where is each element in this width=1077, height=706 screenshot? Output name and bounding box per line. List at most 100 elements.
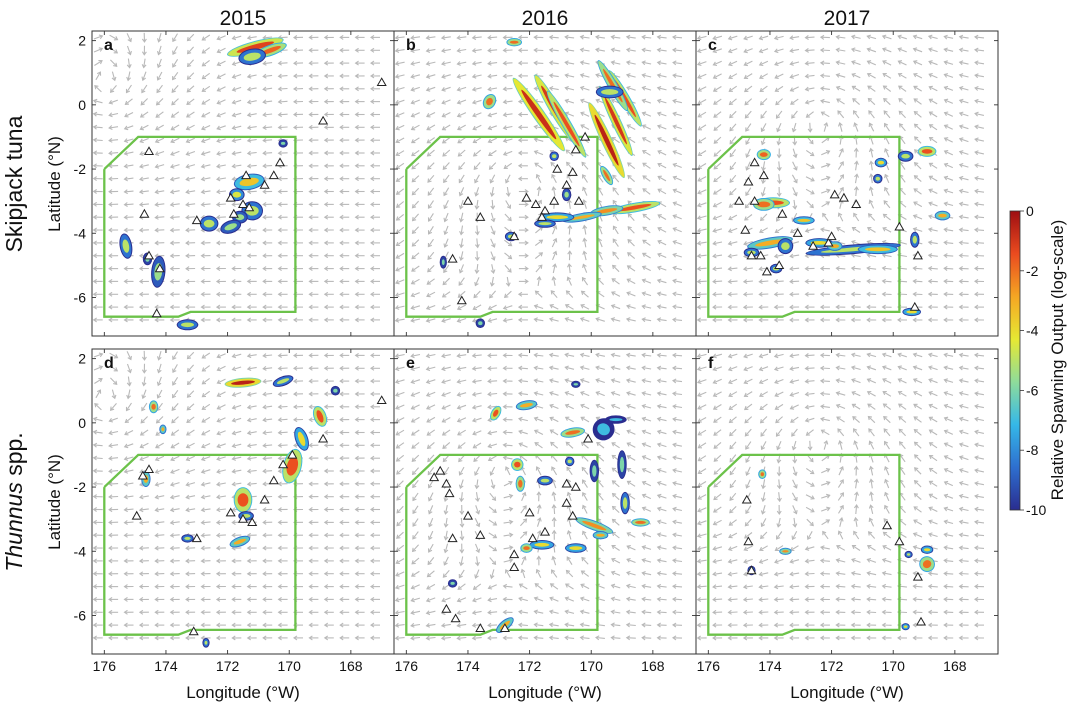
current-arrow (565, 597, 575, 602)
current-arrow-head (898, 123, 904, 128)
current-arrow (457, 36, 467, 39)
current-arrow-head (626, 304, 631, 309)
current-arrow-head (974, 73, 979, 79)
current-arrow (476, 225, 479, 235)
current-arrow-head (216, 112, 221, 118)
current-arrow-head (354, 404, 359, 410)
current-arrow-head (308, 391, 313, 397)
current-arrow-head (912, 214, 918, 219)
spawning-patch (546, 215, 569, 220)
current-arrow-head (185, 469, 191, 474)
current-arrow (867, 73, 876, 79)
current-arrow-head (457, 431, 462, 436)
current-arrow-head (825, 201, 831, 206)
current-arrow-head (370, 430, 375, 435)
current-arrow-head (551, 569, 556, 574)
current-arrow (427, 187, 435, 196)
current-arrow-head (293, 635, 298, 641)
current-arrow-head (215, 227, 221, 233)
current-arrow (124, 430, 134, 435)
current-arrow (642, 279, 652, 284)
current-arrow-head (883, 97, 888, 103)
current-arrow (580, 48, 590, 52)
current-arrow-head (471, 35, 477, 41)
spawning-patch (231, 380, 255, 385)
current-arrow-head (92, 266, 98, 272)
current-arrow-head (535, 173, 541, 179)
current-arrow-head (323, 112, 329, 117)
current-arrow-head (231, 609, 236, 615)
current-arrow (201, 111, 211, 118)
current-arrow (944, 61, 954, 65)
current-arrow (611, 304, 621, 310)
current-arrow (913, 60, 923, 66)
current-arrow-head (508, 493, 514, 499)
current-arrow (713, 378, 722, 384)
current-arrow (580, 379, 590, 384)
current-arrow (395, 366, 405, 370)
spawning-patch (564, 191, 569, 198)
current-arrow-head (123, 163, 129, 169)
current-arrow-head (123, 609, 128, 615)
current-arrow-head (533, 378, 538, 384)
current-arrow-head (518, 609, 523, 615)
current-arrow (657, 74, 667, 78)
current-arrow-head (216, 456, 221, 462)
current-arrow-head (216, 353, 221, 359)
current-arrow-head (672, 304, 677, 310)
current-arrow-head (277, 494, 282, 500)
current-arrow-head (491, 230, 496, 236)
current-arrow (626, 598, 636, 601)
triangle-marker (274, 157, 286, 167)
current-arrow-head (489, 294, 494, 299)
current-arrow-head (552, 224, 558, 230)
current-arrow (959, 112, 969, 117)
column-title-2017: 2017 (824, 7, 871, 30)
current-arrow-head (216, 366, 221, 372)
current-arrow-head (428, 510, 433, 515)
current-arrow (565, 36, 575, 39)
spawning-patch (565, 430, 581, 435)
current-arrow (697, 379, 707, 384)
current-arrow (444, 225, 449, 235)
current-arrow-head (185, 126, 191, 131)
current-arrow-head (123, 481, 129, 487)
current-arrow-head (123, 635, 128, 641)
current-arrow-head (595, 378, 600, 383)
current-arrow-head (394, 35, 400, 41)
current-arrow-head (231, 74, 237, 79)
current-arrow (459, 479, 464, 489)
current-arrow-head (820, 98, 825, 104)
current-arrow (428, 200, 434, 209)
spawning-patch (567, 459, 572, 464)
current-arrow (490, 238, 495, 248)
current-arrow-head (231, 87, 237, 92)
current-arrow (491, 187, 494, 197)
current-arrow-head (412, 496, 417, 502)
current-arrow-head (517, 317, 523, 323)
current-arrow-head (370, 227, 375, 233)
current-arrow-head (354, 545, 359, 551)
current-arrow (743, 35, 753, 40)
current-arrow-head (471, 99, 477, 105)
current-arrow (426, 36, 436, 39)
current-arrow-head (200, 558, 205, 564)
current-arrow-head (108, 304, 113, 310)
current-arrow-head (611, 291, 616, 296)
current-arrow (263, 380, 273, 383)
current-arrow-head (758, 291, 763, 297)
current-arrow-head (277, 545, 282, 551)
current-arrow-head (564, 98, 569, 104)
current-arrow-head (262, 558, 267, 564)
current-arrow-head (427, 497, 433, 502)
current-arrow (201, 177, 211, 181)
current-arrow (488, 150, 497, 156)
current-arrow-head (154, 214, 159, 220)
current-arrow (928, 35, 938, 40)
current-arrow (474, 174, 480, 183)
current-arrow-head (927, 278, 933, 284)
current-arrow-head (743, 48, 748, 54)
row-label-thunnus: Thunnus spp. (1, 432, 27, 571)
current-arrow-head (487, 318, 492, 323)
current-arrow (914, 123, 922, 131)
